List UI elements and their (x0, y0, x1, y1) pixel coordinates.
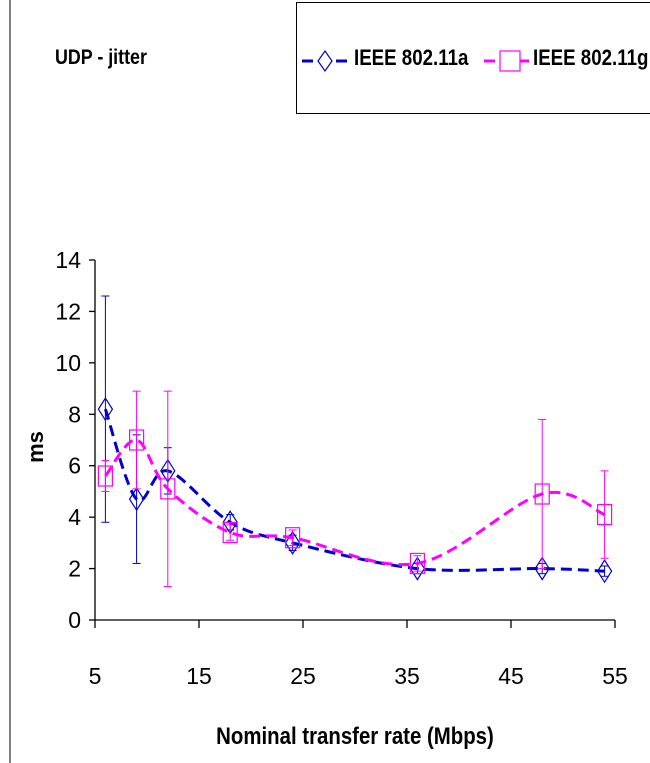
series-line (103, 408, 605, 573)
diamond-marker-icon (317, 49, 333, 73)
data-point (409, 556, 426, 581)
series-line (104, 438, 606, 567)
legend-label-80211g: IEEE 802.11g (533, 45, 649, 70)
y-tick-label: 8 (68, 401, 81, 427)
data-point (160, 478, 176, 500)
data-point (129, 429, 145, 451)
y-axis-label: ms (23, 431, 48, 463)
x-tick-label: 15 (186, 663, 212, 689)
x-tick-label: 55 (602, 663, 628, 689)
series-0 (97, 295, 613, 584)
y-tick-label: 4 (68, 504, 81, 530)
y-tick-label: 0 (68, 607, 81, 633)
legend: IEEE 802.11a IEEE 802.11g (296, 2, 650, 114)
data-point (534, 556, 550, 581)
legend-symbols (302, 49, 529, 73)
y-tick-label: 12 (55, 298, 81, 324)
data-point (409, 552, 425, 575)
y-tick-label: 14 (55, 247, 81, 273)
data-point (97, 397, 114, 422)
series-layer (97, 295, 613, 588)
x-tick-label: 35 (394, 663, 420, 689)
axes: 0 2 4 6 8 10 12 14 5 15 25 35 45 55 (55, 247, 627, 689)
data-point (284, 530, 301, 555)
series-1 (97, 390, 613, 588)
x-tick-label: 5 (89, 663, 102, 689)
data-point (97, 465, 114, 487)
y-tick-label: 2 (68, 556, 81, 582)
data-point (222, 521, 238, 544)
data-point (534, 483, 550, 505)
data-point (596, 503, 613, 526)
y-tick-label: 6 (68, 453, 81, 479)
data-point (596, 559, 613, 584)
legend-label-80211a: IEEE 802.11a (354, 45, 469, 70)
chart-title: UDP - jitter (55, 46, 147, 69)
y-tick-label: 10 (55, 350, 81, 376)
data-point (128, 487, 145, 512)
data-point (285, 527, 301, 549)
x-tick-label: 25 (290, 663, 316, 689)
x-axis-label: Nominal transfer rate (Mbps) (216, 722, 494, 749)
x-tick-label: 45 (498, 663, 524, 689)
square-marker-icon (499, 50, 521, 72)
